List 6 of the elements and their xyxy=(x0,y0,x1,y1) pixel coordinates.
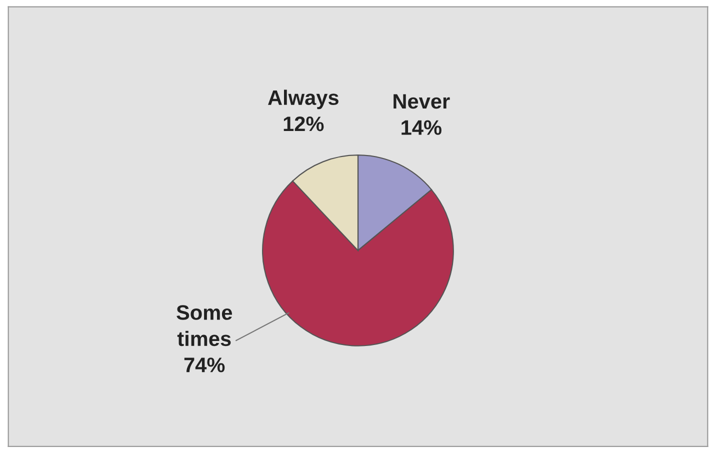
data-label: 74% xyxy=(184,358,225,372)
slice-label: Some times xyxy=(176,305,232,346)
slice-label: Always xyxy=(268,90,338,110)
slice-label: Never xyxy=(394,94,450,109)
data-label: 12% xyxy=(284,116,324,132)
data-label: 14% xyxy=(402,120,442,135)
